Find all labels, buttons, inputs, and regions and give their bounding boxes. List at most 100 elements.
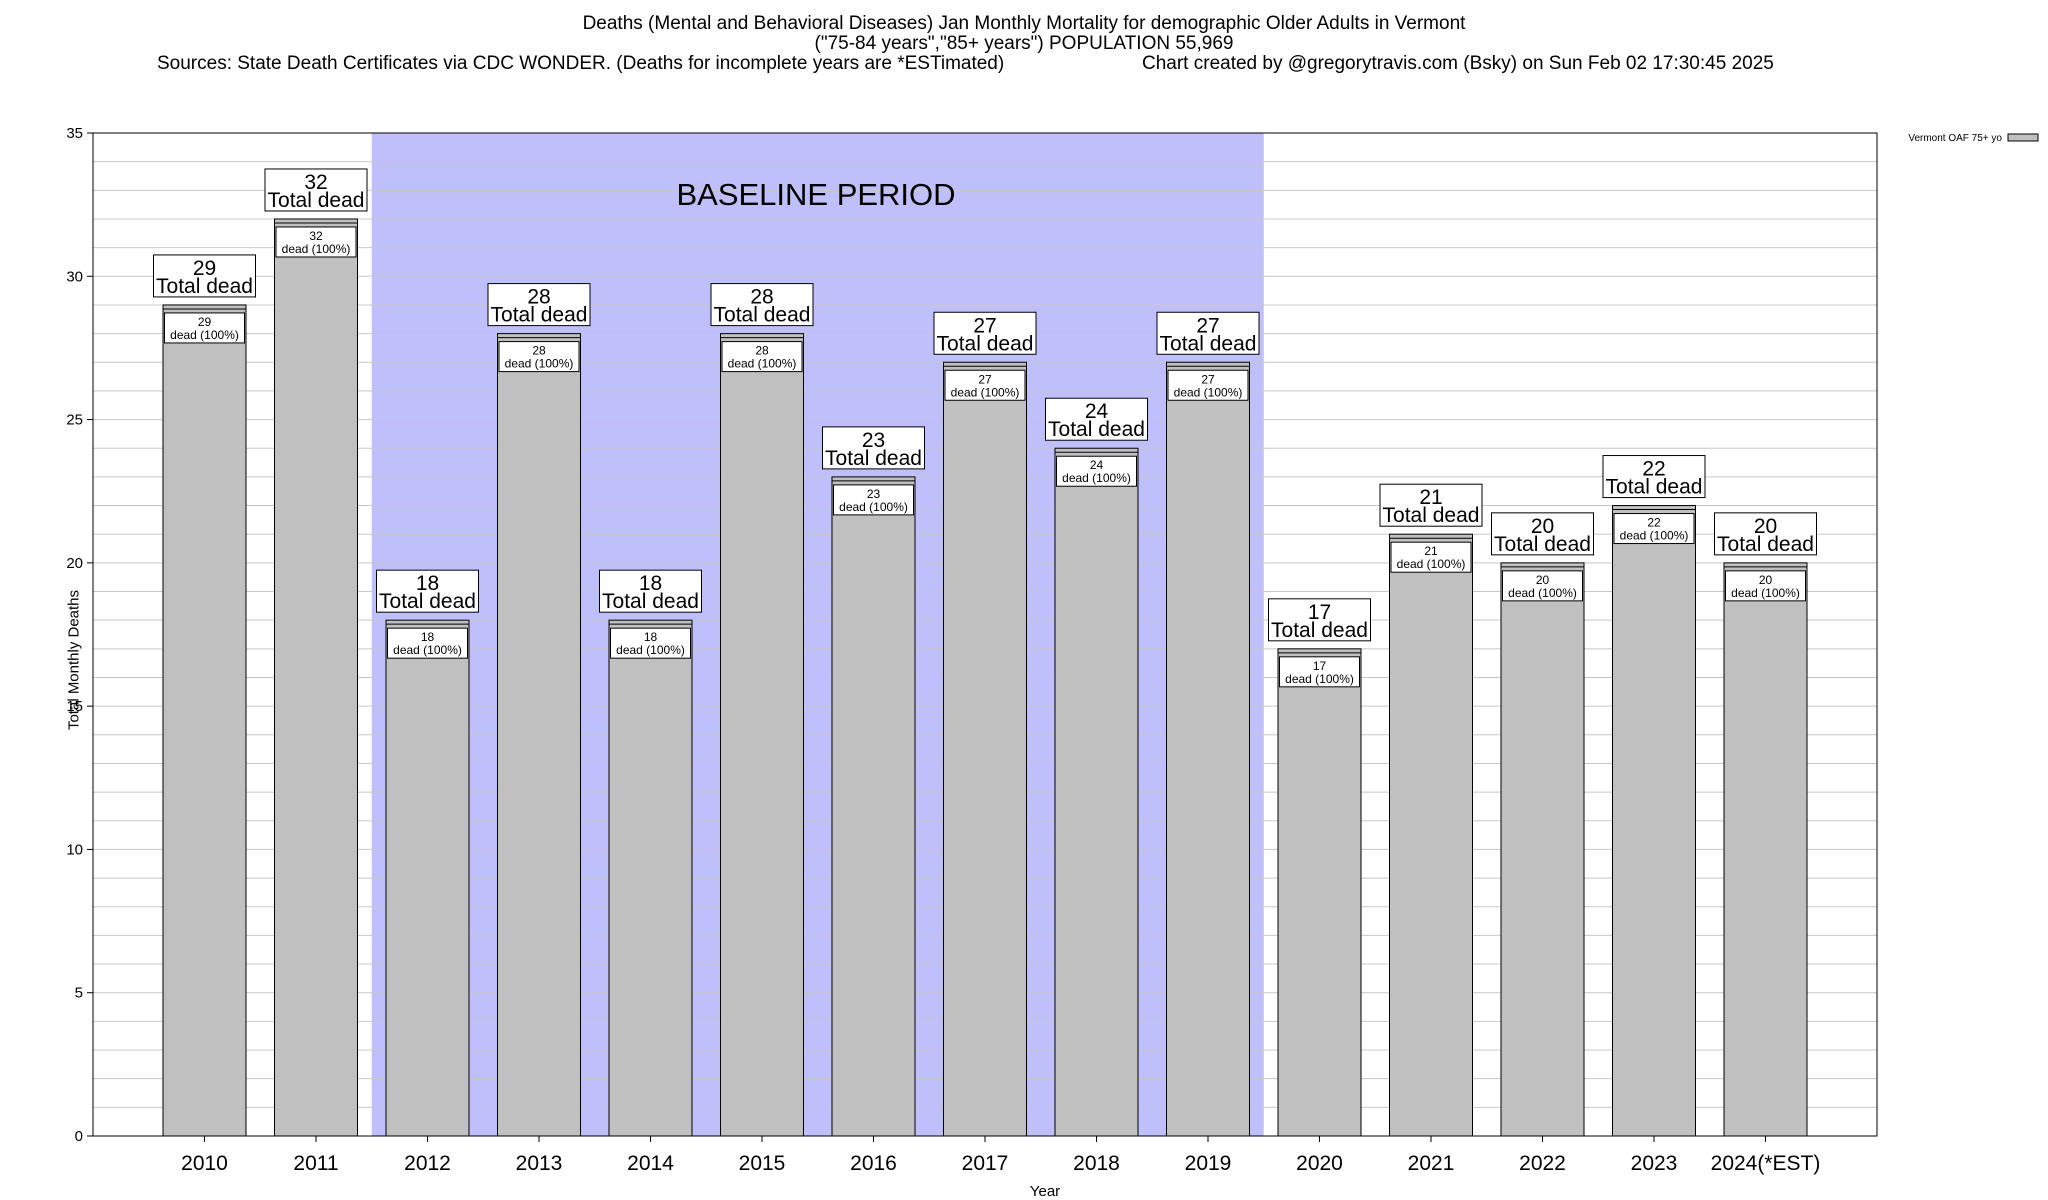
inner-value-label: 28 [532, 344, 546, 358]
inner-label-box [498, 341, 580, 373]
total-value-label: 27 [1196, 314, 1219, 337]
inner-percent-label: dead (100%) [616, 643, 685, 657]
total-text-label: Total dead [1271, 619, 1368, 642]
x-tick-label: 2020 [1296, 1152, 1343, 1175]
inner-percent-label: dead (100%) [1731, 586, 1800, 600]
x-tick-label: 2017 [962, 1152, 1009, 1175]
total-label-box [933, 311, 1037, 355]
total-label-box [1268, 598, 1371, 642]
total-text-label: Total dead [268, 189, 365, 212]
bar [1612, 505, 1696, 1137]
inner-label-box [1725, 570, 1806, 602]
total-label-box [1045, 397, 1148, 441]
inner-percent-label: dead (100%) [1397, 557, 1466, 571]
x-tick-label: 2015 [739, 1152, 786, 1175]
inner-percent-label: dead (100%) [1062, 471, 1131, 485]
total-value-label: 17 [1308, 601, 1331, 624]
x-tick-label: 2013 [516, 1152, 563, 1175]
total-text-label: Total dead [1494, 533, 1591, 556]
inner-value-label: 29 [198, 315, 212, 329]
inner-percent-label: dead (100%) [1174, 385, 1243, 399]
inner-label-box [387, 627, 468, 659]
bar [1166, 361, 1250, 1137]
inner-label-box [944, 369, 1026, 401]
inner-value-label: 20 [1536, 573, 1550, 587]
total-value-label: 22 [1642, 458, 1665, 481]
inner-value-label: 20 [1759, 573, 1773, 587]
y-tick-label: 10 [66, 841, 83, 858]
y-tick-label: 15 [66, 698, 83, 715]
total-text-label: Total dead [491, 304, 588, 327]
inner-label-box [721, 341, 803, 373]
inner-value-label: 22 [1647, 516, 1661, 530]
x-tick-label: 2019 [1185, 1152, 1232, 1175]
total-text-label: Total dead [825, 447, 922, 470]
inner-value-label: 23 [867, 487, 881, 501]
total-text-label: Total dead [1717, 533, 1814, 556]
total-label-box [1156, 311, 1260, 355]
inner-percent-label: dead (100%) [393, 643, 462, 657]
y-tick-label: 0 [75, 1128, 83, 1145]
inner-value-label: 27 [978, 372, 992, 386]
total-label-box [487, 283, 591, 327]
bar [608, 619, 693, 1137]
inner-percent-label: dead (100%) [951, 385, 1020, 399]
x-axis-label: Year [1030, 1183, 1060, 1200]
total-label-box [1379, 483, 1483, 527]
inner-percent-label: dead (100%) [1620, 529, 1689, 543]
credit-note: Chart created by @gregorytravis.com (Bsk… [1142, 53, 1774, 74]
x-tick-label: 2014 [627, 1152, 674, 1175]
total-text-label: Total dead [937, 332, 1034, 355]
legend-swatch [2007, 133, 2039, 142]
x-tick-label: 2010 [181, 1152, 228, 1175]
y-tick-label: 5 [75, 985, 83, 1002]
bar [720, 333, 804, 1137]
plot-frame [92, 132, 1878, 1137]
total-text-label: Total dead [1606, 476, 1703, 499]
inner-value-label: 28 [755, 344, 769, 358]
inner-label-box [1167, 369, 1249, 401]
total-label-box [153, 254, 256, 298]
bar [274, 218, 358, 1137]
title-line-2: ("75-84 years","85+ years") POPULATION 5… [814, 33, 1234, 54]
total-text-label: Total dead [714, 304, 811, 327]
y-tick-label: 30 [66, 268, 83, 285]
bar [162, 304, 247, 1137]
inner-label-box [833, 484, 914, 516]
inner-label-box [1613, 513, 1695, 545]
inner-label-box [1390, 541, 1472, 573]
total-value-label: 18 [639, 572, 662, 595]
inner-percent-label: dead (100%) [728, 357, 797, 371]
source-note: Sources: State Death Certificates via CD… [157, 53, 1005, 74]
inner-label-box [275, 226, 357, 258]
x-tick-label: 2022 [1519, 1152, 1566, 1175]
total-value-label: 28 [750, 286, 773, 309]
total-label-box [710, 283, 814, 327]
bar [831, 476, 916, 1137]
total-label-box [599, 569, 702, 613]
x-tick-label: 2012 [404, 1152, 451, 1175]
total-label-box [376, 569, 479, 613]
inner-label-box [1279, 656, 1360, 688]
legend-label: Vermont OAF 75+ yo [1908, 133, 2002, 144]
total-label-box [264, 168, 368, 212]
title-line-1: Deaths (Mental and Behavioral Diseases) … [582, 13, 1466, 34]
inner-label-box [164, 312, 245, 344]
inner-percent-label: dead (100%) [505, 357, 574, 371]
x-tick-label: 2024(*EST) [1711, 1152, 1821, 1175]
inner-value-label: 21 [1424, 544, 1438, 558]
total-value-label: 23 [862, 429, 885, 452]
inner-percent-label: dead (100%) [1508, 586, 1577, 600]
total-value-label: 32 [304, 171, 327, 194]
total-text-label: Total dead [379, 590, 476, 613]
total-value-label: 27 [973, 314, 996, 337]
y-tick-label: 35 [66, 125, 83, 142]
inner-value-label: 32 [309, 229, 323, 243]
bar [385, 619, 470, 1137]
inner-value-label: 18 [421, 630, 435, 644]
bar [1277, 648, 1362, 1137]
bar [943, 361, 1027, 1137]
inner-percent-label: dead (100%) [282, 242, 351, 256]
total-text-label: Total dead [1160, 332, 1257, 355]
